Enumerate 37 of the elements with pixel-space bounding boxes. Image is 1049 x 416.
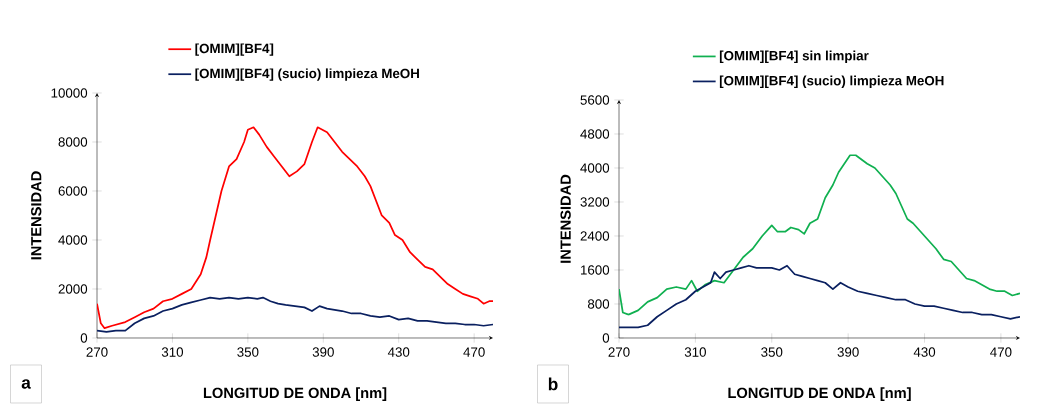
y-tick-label: 3200 — [580, 197, 610, 207]
x-tick-label: 390 — [837, 347, 859, 357]
line-series — [97, 296, 493, 333]
x-axis-title: LONGITUD DE ONDA [nm] — [203, 387, 387, 401]
y-tick-label: 2000 — [58, 284, 88, 294]
x-tick-label: 270 — [608, 347, 630, 357]
y-tick-label: 0 — [80, 333, 88, 343]
y-tick-label: 6000 — [58, 186, 88, 196]
y-tick-label: 1600 — [580, 265, 610, 275]
y-tick-label: 2400 — [580, 231, 610, 241]
legend-label: [OMIM][BF4] (sucio) limpieza MeOH — [195, 68, 419, 81]
text: b — [548, 377, 558, 391]
x-tick-label: 470 — [990, 347, 1012, 357]
y-tick-label: 5600 — [580, 95, 610, 105]
x-tick-label: 350 — [237, 347, 259, 357]
legend-label: [OMIM][BF4] sin limpiar — [719, 50, 869, 64]
text: a — [21, 379, 31, 389]
y-tick-label: 4000 — [580, 163, 610, 173]
x-tick-label: 270 — [86, 347, 108, 357]
x-tick-label: 390 — [312, 347, 334, 357]
y-tick-label: 800 — [587, 299, 610, 309]
x-axis-title: LONGITUD DE ONDA [nm] — [728, 387, 911, 401]
x-tick-label: 470 — [463, 347, 485, 357]
y-tick-label: 4800 — [580, 129, 610, 139]
legend-label: [OMIM][BF4] — [195, 43, 274, 56]
y-tick-label: 0 — [602, 333, 610, 343]
y-axis-title: INTENSIDAD — [31, 171, 42, 260]
x-tick-label: 310 — [161, 347, 184, 357]
y-axis-title: INTENSIDAD — [560, 174, 571, 263]
legend-label: [OMIM][BF4] (sucio) limpieza MeOH — [719, 75, 944, 89]
x-tick-label: 350 — [761, 347, 783, 357]
y-tick-label: 4000 — [58, 235, 88, 245]
y-tick-label: 8000 — [58, 137, 88, 147]
y-tick-label: 10000 — [51, 88, 88, 98]
x-tick-label: 430 — [913, 347, 936, 357]
x-tick-label: 310 — [684, 347, 706, 357]
x-tick-label: 430 — [387, 347, 410, 357]
